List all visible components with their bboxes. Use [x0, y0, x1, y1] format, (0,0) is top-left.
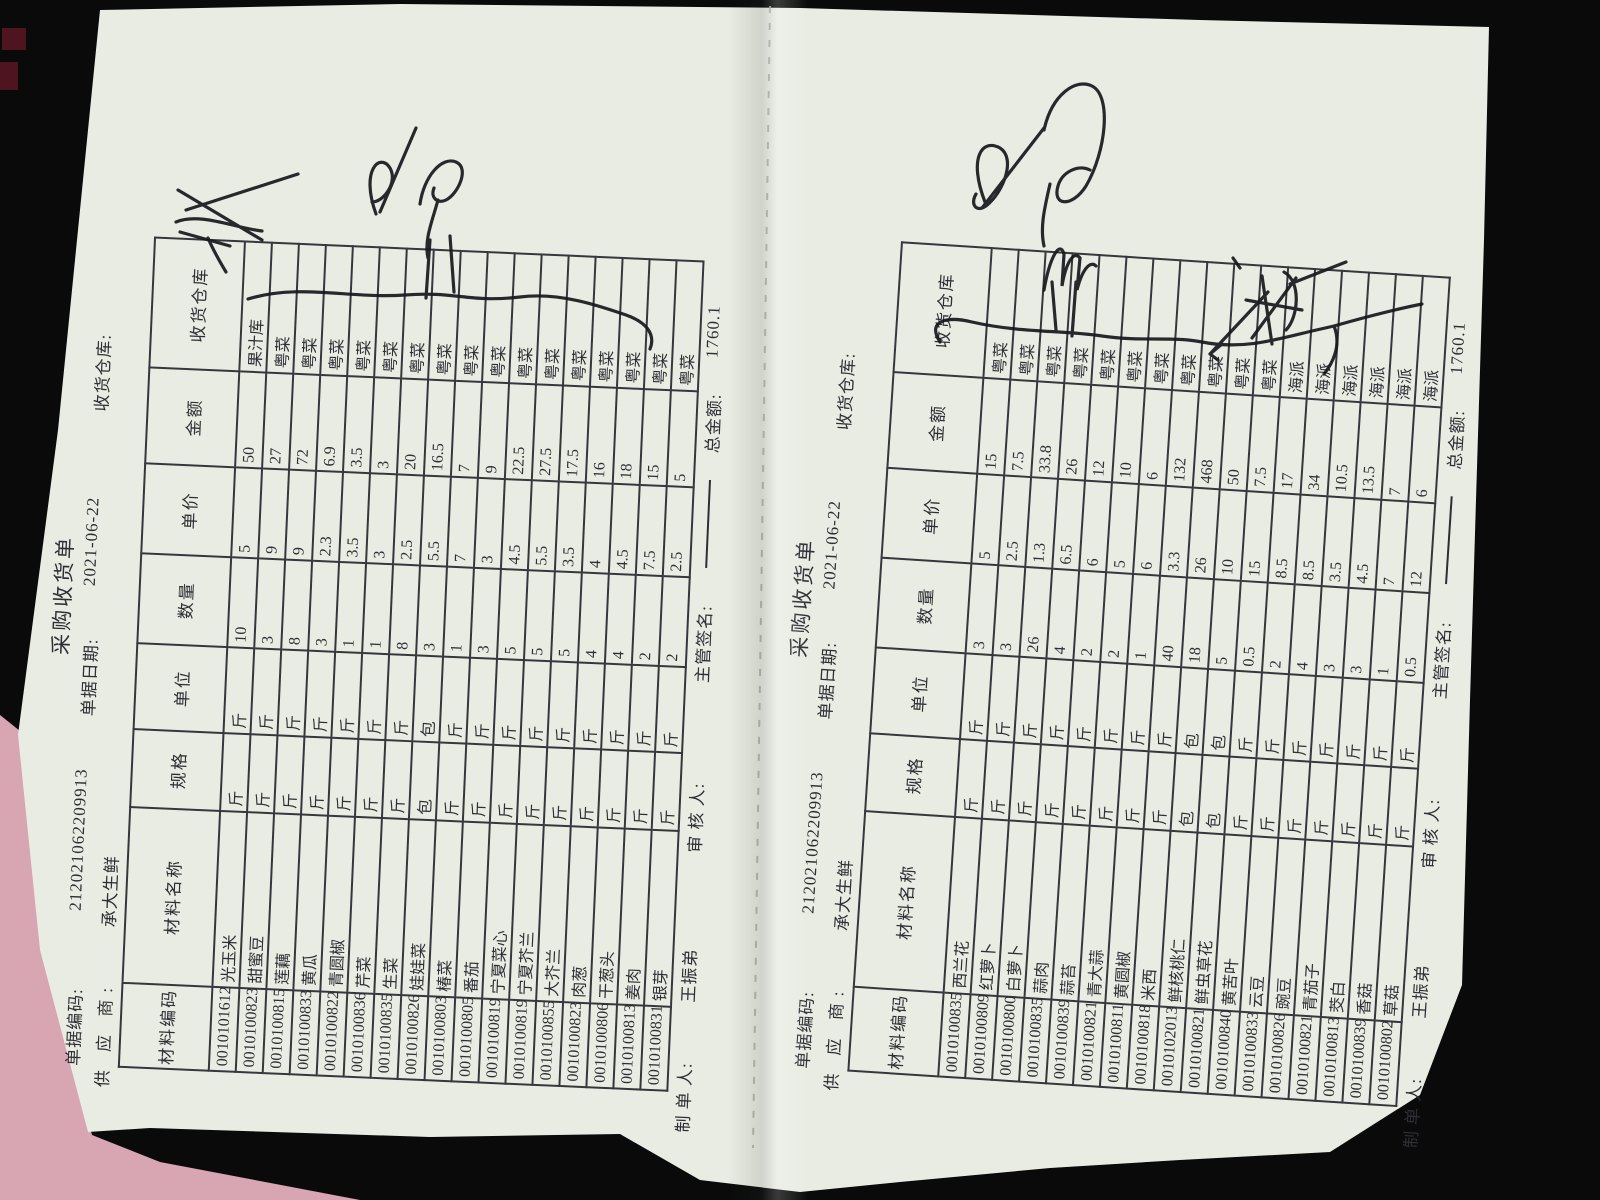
handwriting-cursive-mark-icon — [368, 126, 464, 300]
background-edge-mark — [0, 62, 18, 90]
background-edge-mark — [2, 28, 26, 50]
handwriting-arrow-icon — [1208, 290, 1270, 362]
handwriting-signature-icon — [972, 82, 1106, 338]
handwriting-wavy-line-icon — [246, 290, 654, 351]
fold-crease — [752, 5, 771, 1149]
white-paper-sheet — [18, 4, 1489, 1192]
handwriting-wavy-line-icon — [934, 302, 1424, 376]
handwriting-x-scribble-icon — [174, 172, 300, 274]
pink-paper-sheet — [0, 715, 360, 1200]
handwriting-scribble-icon — [1231, 256, 1348, 346]
